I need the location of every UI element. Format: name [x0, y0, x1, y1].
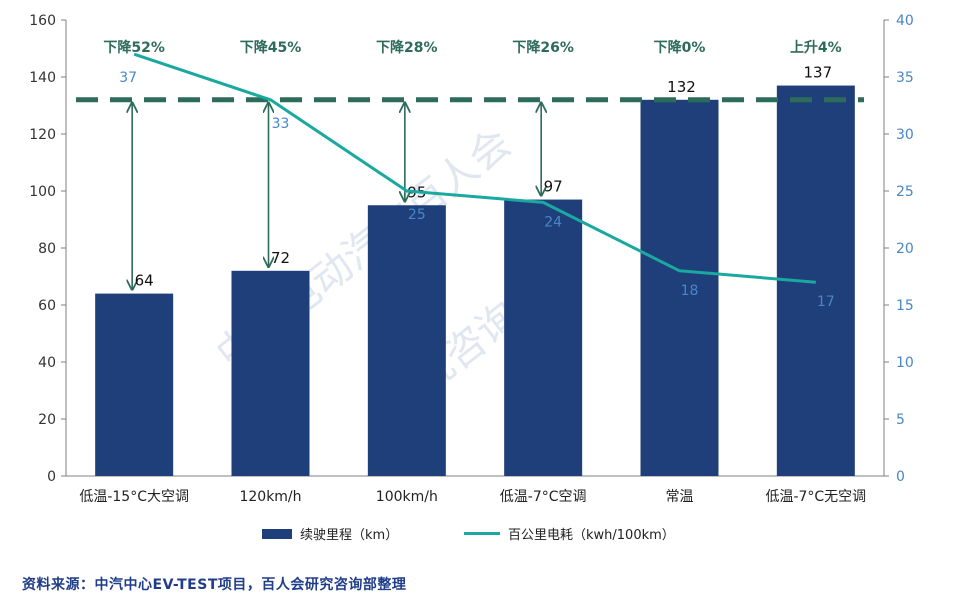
- legend: 续驶里程（km） 百公里电耗（kwh/100km）: [0, 524, 980, 546]
- line-value-label: 17: [817, 294, 835, 310]
- y-right-tick-label: 25: [896, 184, 914, 200]
- bar-3: [367, 205, 446, 476]
- x-tick-label: 常温: [666, 489, 694, 505]
- change-annotation: 下降26%: [512, 39, 574, 56]
- y-right-tick-label: 0: [896, 469, 905, 485]
- y-right-tick-label: 35: [896, 70, 914, 86]
- legend-line-swatch: [464, 532, 500, 535]
- y-left-tick-label: 120: [29, 127, 56, 143]
- y-right-tick-label: 40: [896, 13, 914, 29]
- change-annotation: 下降52%: [103, 39, 165, 56]
- bar-5: [640, 99, 719, 477]
- y-right-tick-label: 20: [896, 241, 914, 257]
- y-left-tick-label: 60: [38, 298, 56, 314]
- y-right-tick-label: 5: [896, 412, 905, 428]
- legend-bar-swatch: [262, 528, 292, 539]
- chart-canvas: 中国电动汽车百人会研究咨询部02040608010012014016005101…: [29, 13, 914, 505]
- bar-value-label: 97: [544, 178, 563, 196]
- bar-value-label: 137: [804, 64, 833, 82]
- y-left-tick-label: 80: [38, 241, 56, 257]
- legend-item-line: 百公里电耗（kwh/100km）: [464, 524, 675, 543]
- line-series: [133, 52, 816, 284]
- bar-1: [95, 293, 174, 476]
- x-tick-label: 低温-7°C无空调: [765, 489, 866, 505]
- line-value-label: 33: [272, 116, 290, 132]
- x-tick-label: 100km/h: [376, 489, 438, 505]
- y-left-tick-label: 0: [47, 469, 56, 485]
- y-right-tick-label: 15: [896, 298, 914, 314]
- change-annotation: 上升4%: [790, 39, 842, 56]
- y-left-tick-label: 160: [29, 13, 56, 29]
- legend-line-label: 百公里电耗（kwh/100km）: [508, 528, 675, 543]
- bar-value-label: 132: [667, 78, 696, 96]
- line-value-label: 18: [681, 283, 699, 299]
- bar-value-label: 64: [135, 272, 154, 290]
- y-left-tick-label: 40: [38, 355, 56, 371]
- x-tick-label: 120km/h: [239, 489, 301, 505]
- source-note: 资料来源：中汽中心EV-TEST项目，百人会研究咨询部整理: [22, 577, 407, 593]
- y-left-tick-label: 100: [29, 184, 56, 200]
- y-right-tick-label: 30: [896, 127, 914, 143]
- y-left-tick-label: 140: [29, 70, 56, 86]
- x-tick-label: 低温-7°C空调: [500, 489, 587, 505]
- change-annotation: 下降45%: [240, 39, 302, 56]
- y-left-tick-label: 20: [38, 412, 56, 428]
- line-value-label: 24: [544, 214, 562, 230]
- legend-item-bar: 续驶里程（km）: [262, 524, 398, 543]
- x-tick-label: 低温-15°C大空调: [79, 489, 189, 505]
- change-annotation: 下降0%: [654, 39, 706, 56]
- bar-value-label: 72: [271, 249, 290, 267]
- y-right-tick-label: 10: [896, 355, 914, 371]
- line-value-label: 25: [408, 207, 426, 223]
- bar-2: [231, 270, 310, 476]
- bar-4: [504, 199, 583, 477]
- line-value-label: 37: [119, 70, 137, 86]
- legend-bar-label: 续驶里程（km）: [300, 528, 399, 543]
- change-annotation: 下降28%: [376, 39, 438, 56]
